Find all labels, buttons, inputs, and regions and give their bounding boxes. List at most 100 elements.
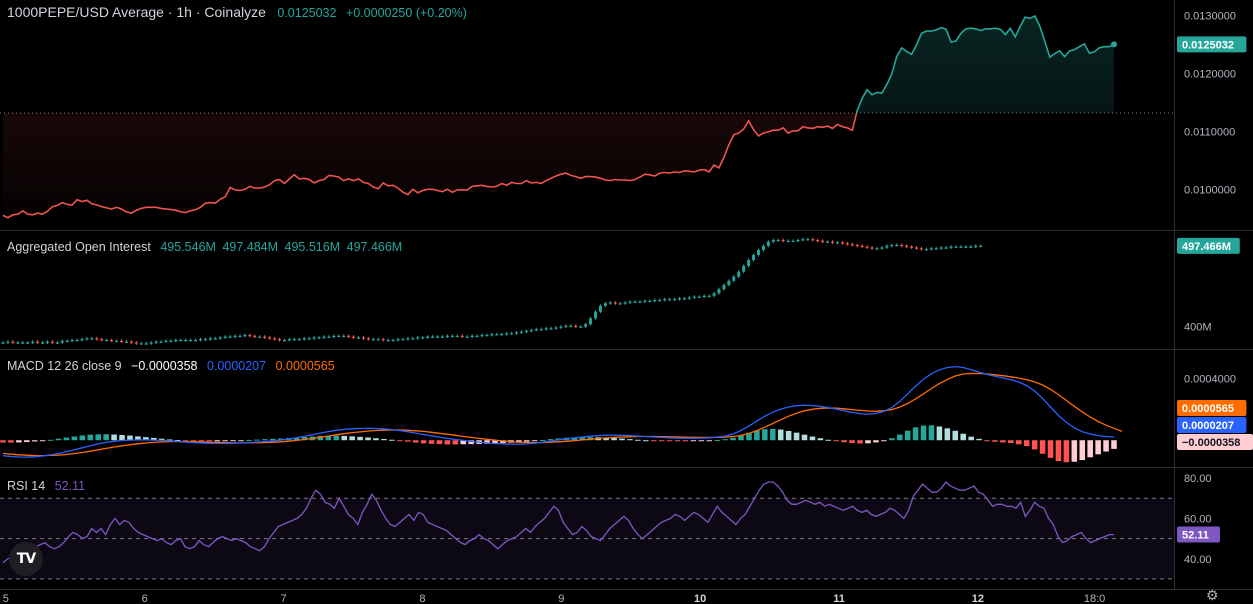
last-price: 0.0125032 bbox=[277, 6, 337, 20]
oi-candle bbox=[786, 240, 790, 243]
oi-candle bbox=[386, 340, 390, 342]
last-price-badge: 0.0125032 bbox=[1177, 36, 1247, 53]
oi-candle bbox=[327, 336, 331, 338]
oi-candle bbox=[144, 343, 148, 345]
macd-histogram-bar bbox=[484, 440, 490, 444]
oi-candle bbox=[480, 335, 484, 337]
tradingview-logo[interactable]: TV bbox=[9, 542, 43, 576]
rsi-title[interactable]: RSI 14 bbox=[7, 479, 46, 493]
oi-candle bbox=[969, 246, 973, 248]
oi-candle bbox=[890, 245, 894, 247]
time-axis-label: 6 bbox=[142, 593, 148, 602]
macd-histogram-bar bbox=[754, 430, 760, 441]
oi-candle bbox=[253, 335, 257, 338]
macd-histogram-bar bbox=[746, 432, 752, 441]
macd-histogram-bar bbox=[277, 438, 284, 441]
macd-histogram-bar bbox=[714, 439, 720, 441]
oi-candle bbox=[431, 336, 435, 338]
macd-histogram-bar bbox=[968, 436, 974, 441]
macd-histogram-bar bbox=[571, 437, 578, 441]
macd-histogram-badge-text: −0.0000358 bbox=[1182, 437, 1240, 449]
price-change: +0.0000250 (+0.20%) bbox=[345, 6, 467, 20]
macd-histogram-bar bbox=[992, 440, 998, 442]
oi-candle bbox=[712, 293, 716, 296]
oi-title[interactable]: Aggregated Open Interest bbox=[7, 240, 151, 254]
oi-candle bbox=[559, 326, 563, 328]
macd-signal-line bbox=[2, 372, 1123, 457]
macd-histogram-bar bbox=[801, 434, 808, 441]
oi-candle bbox=[697, 296, 701, 298]
oi-candle bbox=[149, 342, 153, 344]
oi-candle bbox=[756, 250, 760, 255]
oi-candle bbox=[203, 339, 207, 341]
oi-candle bbox=[574, 325, 578, 328]
oi-candle bbox=[361, 337, 365, 339]
oi-candle bbox=[184, 340, 188, 342]
oi-last-badge-text: 497.466M bbox=[1182, 241, 1231, 253]
time-axis-label: 12 bbox=[972, 593, 984, 602]
macd-histogram-bar bbox=[206, 440, 213, 442]
macd-histogram-bar bbox=[262, 439, 268, 441]
oi-candle bbox=[352, 336, 356, 338]
oi-candle bbox=[529, 330, 533, 332]
macd-histogram-bar bbox=[516, 440, 522, 443]
price-axis-tick-label: 0.0100000 bbox=[1184, 184, 1236, 196]
oi-candle bbox=[633, 301, 637, 303]
macd-histogram-bar bbox=[841, 440, 847, 443]
macd-histogram-bar bbox=[523, 440, 530, 442]
oi-candle bbox=[796, 240, 800, 242]
oi-candle bbox=[233, 335, 237, 338]
rsi-last-badge-text: 52.11 bbox=[1182, 530, 1209, 542]
oi-candle bbox=[791, 240, 795, 243]
oi-candle bbox=[154, 341, 158, 343]
oi-candle bbox=[510, 333, 514, 335]
oi-candle bbox=[954, 246, 958, 248]
oi-candle bbox=[238, 335, 242, 338]
oi-candle bbox=[115, 340, 119, 343]
macd-histogram-bar bbox=[119, 434, 125, 441]
macd-histogram-bar bbox=[817, 438, 824, 441]
oi-candle bbox=[80, 339, 84, 341]
macd-histogram-bar bbox=[698, 440, 705, 442]
rsi-axis-tick-label: 80.00 bbox=[1184, 473, 1212, 485]
macd-histogram-bar bbox=[135, 436, 141, 441]
symbol-title[interactable]: 1000PEPE/USD Average · 1h · Coinalyze bbox=[7, 4, 266, 20]
rsi-last-badge-bg bbox=[1177, 526, 1220, 543]
price-axis-tick-label: 0.0120000 bbox=[1184, 69, 1236, 81]
oi-candle bbox=[895, 245, 899, 247]
oi-candle bbox=[268, 337, 272, 339]
macd-histogram-bar bbox=[912, 427, 919, 441]
macd-histogram-bar bbox=[166, 439, 173, 441]
oi-candle bbox=[263, 336, 267, 338]
macd-histogram-bar bbox=[730, 437, 736, 441]
oi-candle bbox=[258, 336, 262, 338]
oi-candle bbox=[366, 338, 370, 340]
macd-histogram-bar bbox=[611, 437, 617, 441]
oi-candle bbox=[776, 240, 780, 242]
oi-candle bbox=[821, 240, 825, 243]
oi-candle bbox=[297, 339, 301, 341]
macd-histogram-bar bbox=[857, 440, 863, 444]
macd-histogram-bar bbox=[1063, 440, 1070, 463]
last-price-badge-bg bbox=[1177, 36, 1247, 53]
oi-candle bbox=[524, 330, 528, 333]
macd-histogram-bar bbox=[190, 440, 197, 442]
oi-candle bbox=[95, 338, 99, 340]
time-axis-label: 5 bbox=[3, 593, 9, 602]
gear-icon[interactable]: ⚙ bbox=[1206, 587, 1219, 603]
oi-candle bbox=[120, 340, 123, 343]
macd-histogram-bar bbox=[904, 430, 911, 441]
price-legend: 1000PEPE/USD Average · 1h · Coinalyze 0.… bbox=[7, 4, 473, 20]
oi-candle bbox=[613, 302, 617, 304]
oi-candle bbox=[564, 325, 568, 328]
oi-candle bbox=[36, 341, 40, 343]
macd-histogram-bar bbox=[1071, 440, 1078, 462]
macd-histogram-bar bbox=[397, 440, 403, 442]
macd-histogram-bar bbox=[881, 440, 887, 442]
macd-histogram-bar bbox=[809, 436, 816, 441]
macd-title[interactable]: MACD 12 26 close 9 bbox=[7, 359, 122, 373]
macd-histogram-bar bbox=[896, 434, 903, 441]
oi-high: 497.484M bbox=[222, 240, 279, 254]
oi-candle bbox=[959, 246, 963, 248]
